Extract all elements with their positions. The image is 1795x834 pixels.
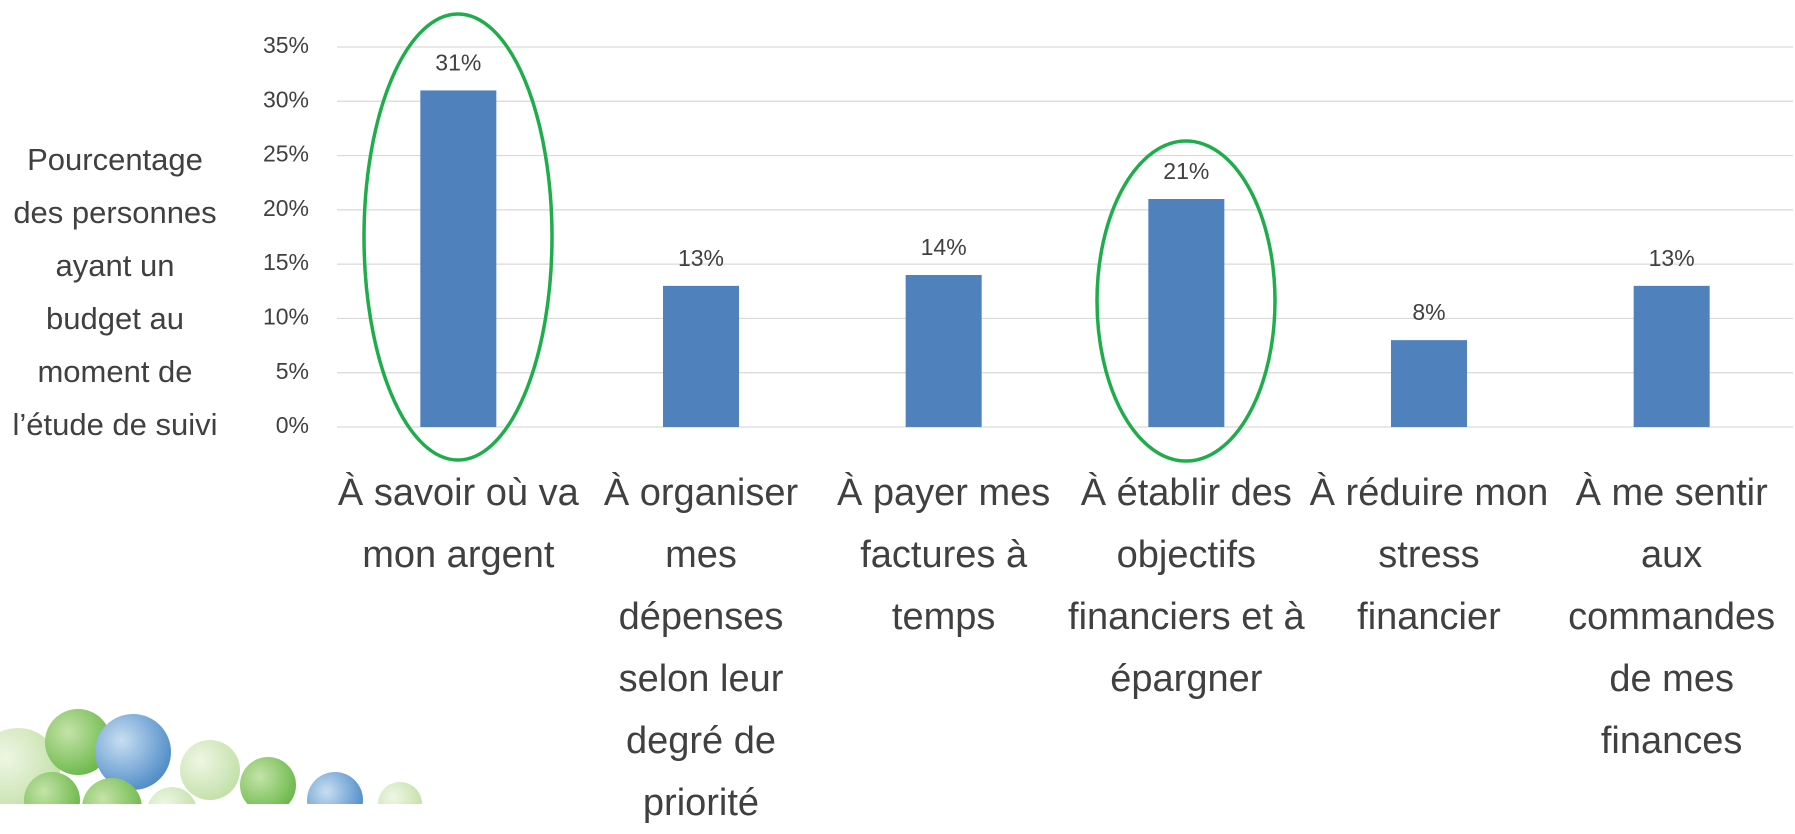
x-tick-label: À savoir où va mon argent (337, 462, 580, 586)
chart: 0% 5% 10% 15% 20% 25% 30% 35% 31% 13% 14% 21% 8% 13% (0, 0, 1795, 804)
bar (1634, 286, 1710, 427)
bar (1391, 340, 1467, 427)
bar (420, 90, 496, 427)
x-tick-label: À organiser mes dépenses selon leur degr… (580, 462, 823, 834)
y-axis-label: Pourcentage des personnes ayant un budge… (4, 133, 226, 451)
y-tick-label: 15% (263, 249, 309, 275)
y-tick-label: 35% (263, 32, 309, 58)
x-tick-label: À me sentir aux commandes de mes finance… (1550, 462, 1793, 772)
bar (906, 275, 982, 427)
data-label: 31% (435, 50, 481, 76)
x-tick-label: À réduire mon stress financier (1308, 462, 1551, 648)
y-tick-label: 25% (263, 141, 309, 167)
x-tick-label: À payer mes factures à temps (822, 462, 1065, 648)
data-label: 21% (1163, 158, 1209, 184)
y-tick-label: 30% (263, 86, 309, 112)
data-label: 14% (921, 234, 967, 260)
page: {"chart_data": { "type": "bar", "y_label… (0, 0, 1795, 804)
x-tick-label: À établir des objectifs financiers et à … (1065, 462, 1308, 710)
data-label: 8% (1412, 299, 1445, 325)
bar (663, 286, 739, 427)
data-label: 13% (1649, 245, 1695, 271)
y-tick-label: 5% (276, 358, 309, 384)
y-tick-label: 10% (263, 304, 309, 330)
decoration (0, 709, 422, 804)
bar (1148, 199, 1224, 427)
data-label: 13% (678, 245, 724, 271)
y-tick-label: 0% (276, 412, 309, 438)
y-tick-label: 20% (263, 195, 309, 221)
